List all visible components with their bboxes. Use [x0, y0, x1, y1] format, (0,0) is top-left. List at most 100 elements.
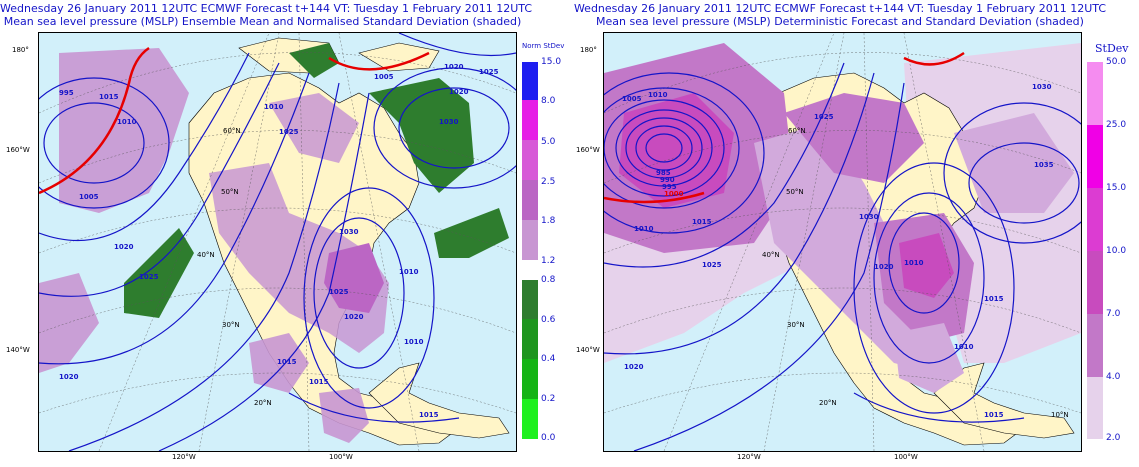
right-shade-east [954, 113, 1074, 213]
right-lat-label: 50°N [786, 188, 804, 196]
left-colorbar-label: 15.0 [541, 57, 562, 67]
left-lat-label: 30°N [222, 321, 240, 329]
left-lon-label: 120°W [172, 453, 196, 461]
left-edge-label: 180° [12, 46, 29, 54]
right-contour-label: 1005 [622, 95, 642, 103]
left-land-mexico-central [368, 362, 510, 439]
left-lon-label: 100°W [329, 453, 353, 461]
right-colorbar-swatch [1087, 251, 1103, 314]
left-shade-pacific-low [39, 273, 99, 373]
right-lon-label: 100°W [894, 453, 918, 461]
left-colorbar-label: 8.0 [541, 96, 556, 106]
right-ridge-line [604, 191, 705, 204]
right-lat-label: 40°N [762, 251, 780, 259]
right-contour-label: 1000 [664, 190, 684, 198]
left-shade-central-core [324, 243, 384, 313]
left-contour-label: 1010 [404, 338, 424, 346]
left-shade-gulf [249, 333, 309, 393]
left-contour-label: 1020 [114, 243, 134, 251]
right-ridge-line-north [903, 51, 965, 66]
right-contour-label: 985 [656, 169, 671, 177]
left-colorbar-label: 1.2 [541, 256, 556, 266]
left-isobars [39, 33, 516, 451]
left-edge-label: 140°W [6, 346, 30, 354]
right-contour-label: 1010 [634, 225, 654, 233]
left-colorbar-label: 0.0 [541, 433, 556, 443]
right-title-line1: Wednesday 26 January 2011 12UTC ECMWF Fo… [573, 2, 1107, 15]
right-edge-label: 160°W [576, 146, 600, 154]
left-colorbar-label: 0.2 [541, 394, 556, 404]
left-land-north-islands [238, 37, 440, 74]
left-ridge-line-north [328, 51, 430, 71]
right-lat-label: 20°N [819, 399, 837, 407]
left-contour-label: 1020 [59, 373, 79, 381]
right-edge-label: 140°W [576, 346, 600, 354]
left-ridge-line [39, 46, 150, 195]
right-shade-low-inner [619, 93, 734, 208]
right-colorbar-label: 15.0 [1106, 183, 1127, 193]
right-colorbar-label: 25.0 [1106, 120, 1127, 130]
left-green-pacific [124, 228, 194, 318]
left-graticule [39, 33, 516, 451]
left-colorbar-swatch [522, 180, 538, 220]
right-contour-label: 1030 [859, 213, 879, 221]
right-lon-label: 120°W [737, 453, 761, 461]
right-graticule [604, 33, 1081, 451]
right-contour-label: 1035 [1034, 161, 1054, 169]
right-contour-label: 990 [660, 176, 675, 184]
left-contour-label: 1030 [439, 118, 459, 126]
left-colorbar-swatch [522, 359, 538, 399]
left-contour-label: 1015 [277, 358, 297, 366]
right-land-mexico-central [933, 362, 1075, 439]
left-colorbar-swatch [522, 220, 538, 260]
left-contour-label: 1025 [279, 128, 299, 136]
left-contour-label: 1020 [449, 88, 469, 96]
left-colorbar-label: 0.8 [541, 275, 556, 285]
left-green-north [289, 43, 339, 78]
left-shade-north [269, 93, 359, 163]
right-contour-label: 1010 [904, 259, 924, 267]
right-contour-label: 1030 [1032, 83, 1052, 91]
right-colorbar-swatch [1087, 377, 1103, 439]
right-contour-label: 1020 [874, 263, 894, 271]
left-contour-label: 1010 [399, 268, 419, 276]
right-colorbar-label: 4.0 [1106, 372, 1121, 382]
left-contour-label: 1025 [329, 288, 349, 296]
left-contour-label: 1020 [444, 63, 464, 71]
right-colorbar-swatch [1087, 125, 1103, 188]
right-contour-label: 1025 [814, 113, 834, 121]
left-contour-label: 1020 [344, 313, 364, 321]
left-title-line2: Mean sea level pressure (MSLP) Ensemble … [3, 15, 522, 28]
left-colorbar-label: 1.8 [541, 216, 556, 226]
right-map-svg [604, 33, 1081, 451]
left-contour-label: 1010 [264, 103, 284, 111]
left-green-atlantic [369, 78, 474, 193]
left-colorbar-swatch [522, 62, 538, 100]
right-contour-label: 1015 [692, 218, 712, 226]
left-colorbar-title: Norm StDev [522, 42, 565, 50]
left-contour-label: 1025 [479, 68, 499, 76]
left-map: 1005 1010 1015 1020 1025 995 1010 1005 1… [38, 32, 517, 452]
right-isobars [604, 62, 1081, 451]
left-contour-label: 1010 [117, 118, 137, 126]
right-contour-label: 995 [662, 183, 677, 191]
left-colorbar-swatch [522, 280, 538, 319]
left-edge-label: 160°W [6, 146, 30, 154]
left-contour-label: 1015 [419, 411, 439, 419]
right-colorbar-swatch [1087, 188, 1103, 251]
right-colorbar-swatch [1087, 62, 1103, 125]
right-contour-label: 1020 [624, 363, 644, 371]
left-contour-label: 1030 [339, 228, 359, 236]
left-lat-label: 40°N [197, 251, 215, 259]
right-map: 1005 1010 985 990 995 1000 1015 1010 102… [603, 32, 1082, 452]
left-colorbar-swatch [522, 100, 538, 140]
right-edge-label: 180° [580, 46, 597, 54]
left-title-line1: Wednesday 26 January 2011 12UTC ECMWF Fo… [0, 2, 533, 15]
right-shade-gulf [894, 323, 964, 393]
left-lat-label: 60°N [223, 127, 241, 135]
right-contour-label: 1010 [954, 343, 974, 351]
right-lat-label: 30°N [787, 321, 805, 329]
right-edge-label: 10°N [1051, 411, 1069, 419]
left-contour-label: 1025 [139, 273, 159, 281]
right-shade-central-core [899, 233, 954, 298]
